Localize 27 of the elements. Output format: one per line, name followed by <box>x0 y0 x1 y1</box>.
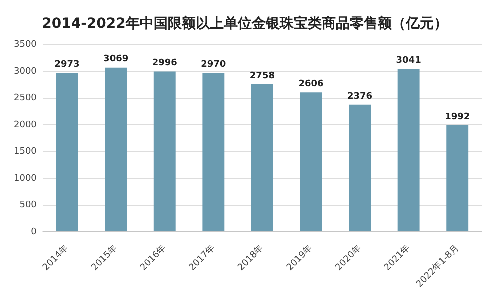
bar <box>251 84 274 232</box>
data-label: 3041 <box>396 56 422 66</box>
bar <box>202 73 225 232</box>
y-tick-label: 3000 <box>14 66 38 77</box>
bar <box>349 104 372 232</box>
bar <box>56 72 78 232</box>
data-label: 2606 <box>298 79 324 90</box>
chart-title: 2014-2022年中国限额以上单位金银珠宝类商品零售额（亿元） <box>42 15 448 32</box>
bar <box>398 69 420 232</box>
y-tick-label: 500 <box>20 200 38 211</box>
data-label: 2970 <box>201 60 226 70</box>
bar <box>446 125 469 232</box>
data-label: 1992 <box>445 112 470 122</box>
data-label: 2376 <box>348 92 373 102</box>
y-tick-label: 2000 <box>14 120 38 130</box>
y-tick-label: 1000 <box>14 174 38 184</box>
data-label: 2973 <box>54 60 80 70</box>
y-tick-label: 0 <box>31 227 38 238</box>
y-tick-label: 2500 <box>14 94 38 104</box>
bar <box>105 68 128 232</box>
bar <box>154 72 176 232</box>
y-tick-label: 1500 <box>14 147 38 158</box>
data-label: 3069 <box>104 54 129 65</box>
data-label: 2758 <box>250 71 275 82</box>
y-tick-label: 3500 <box>14 40 38 50</box>
bar <box>300 92 322 232</box>
data-label: 2996 <box>152 58 178 69</box>
